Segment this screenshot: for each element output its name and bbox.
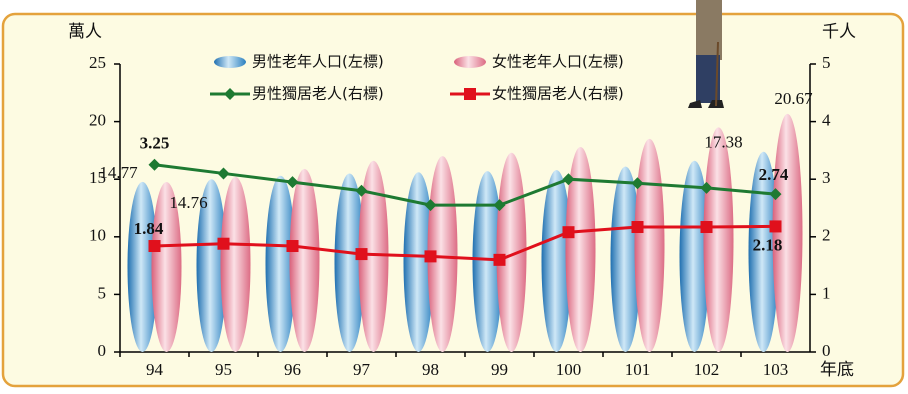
marker <box>286 240 299 253</box>
marker <box>700 221 713 234</box>
bar <box>127 181 158 352</box>
data-label: 17.38 <box>704 133 742 152</box>
y2-tick-label: 1 <box>822 283 831 302</box>
marker <box>217 237 230 250</box>
bar <box>289 168 320 352</box>
legend-label: 男性老年人口(左標) <box>252 53 384 71</box>
marker <box>769 220 782 233</box>
marker <box>148 158 161 171</box>
x-tick-label: 100 <box>556 360 582 379</box>
line <box>154 163 776 207</box>
y2-tick-label: 0 <box>822 341 831 360</box>
y2-axis-label: 千人 <box>822 22 856 42</box>
data-label: 14.77 <box>99 163 138 182</box>
bar <box>265 175 296 352</box>
bar <box>358 160 389 352</box>
bar <box>151 181 182 352</box>
marker <box>355 248 368 261</box>
marker <box>562 173 575 186</box>
legend-label: 男性獨居老人(右標) <box>252 85 384 103</box>
legend-swatch <box>214 56 246 68</box>
y-tick-label: 20 <box>89 111 106 130</box>
data-label: 1.84 <box>134 219 164 238</box>
x-tick-label: 94 <box>146 360 164 379</box>
marker <box>631 221 644 234</box>
x-tick-label: 97 <box>353 360 371 379</box>
data-label: 14.76 <box>169 193 207 212</box>
y2-tick-label: 5 <box>822 53 831 72</box>
marker <box>286 176 299 189</box>
y2-tick-label: 3 <box>822 168 831 187</box>
x-tick-label: 98 <box>422 360 439 379</box>
data-label: 3.25 <box>140 134 170 153</box>
marker <box>148 240 161 253</box>
legend-swatch <box>464 88 476 100</box>
x-tick-label: 96 <box>284 360 301 379</box>
legend-label: 女性獨居老人(右標) <box>492 85 624 103</box>
bar <box>334 173 365 352</box>
x-tick-label: 99 <box>491 360 508 379</box>
y-tick-label: 15 <box>89 168 106 187</box>
marker <box>424 250 437 263</box>
bar <box>748 151 779 352</box>
data-label: 20.67 <box>774 89 813 108</box>
x-tick-label: 95 <box>215 360 232 379</box>
marker <box>562 226 575 239</box>
marker <box>631 177 644 190</box>
bar <box>472 171 503 352</box>
legend-swatch <box>454 56 486 68</box>
bar <box>565 146 596 352</box>
bar <box>541 169 572 352</box>
legend-label: 女性老年人口(左標) <box>492 53 624 71</box>
bar <box>196 179 227 352</box>
y2-tick-label: 2 <box>822 226 831 245</box>
bar <box>679 160 710 352</box>
data-label: 2.18 <box>753 235 783 254</box>
marker <box>769 188 782 201</box>
bar <box>634 138 665 352</box>
x-tick-label: 102 <box>694 360 720 379</box>
bar <box>772 113 803 353</box>
x-tick-label: 101 <box>625 360 651 379</box>
x-axis-label: 年底 <box>820 360 854 380</box>
marker <box>493 199 506 212</box>
y-tick-label: 25 <box>89 53 106 72</box>
bar <box>403 172 434 352</box>
legend-swatch <box>224 88 236 100</box>
bar <box>610 166 641 352</box>
y-tick-label: 10 <box>89 226 106 245</box>
x-tick-label: 103 <box>763 360 789 379</box>
bar <box>220 176 251 352</box>
data-label: 2.74 <box>759 165 789 184</box>
marker <box>700 181 713 194</box>
bar <box>703 127 734 353</box>
marker <box>493 253 506 266</box>
line <box>154 224 776 262</box>
marker <box>355 184 368 197</box>
y2-tick-label: 4 <box>822 111 831 130</box>
y-axis-label: 萬人 <box>68 22 102 42</box>
person-icon <box>688 0 724 108</box>
marker <box>424 199 437 212</box>
y-tick-label: 5 <box>98 283 107 302</box>
marker <box>217 167 230 180</box>
y-tick-label: 0 <box>98 341 107 360</box>
